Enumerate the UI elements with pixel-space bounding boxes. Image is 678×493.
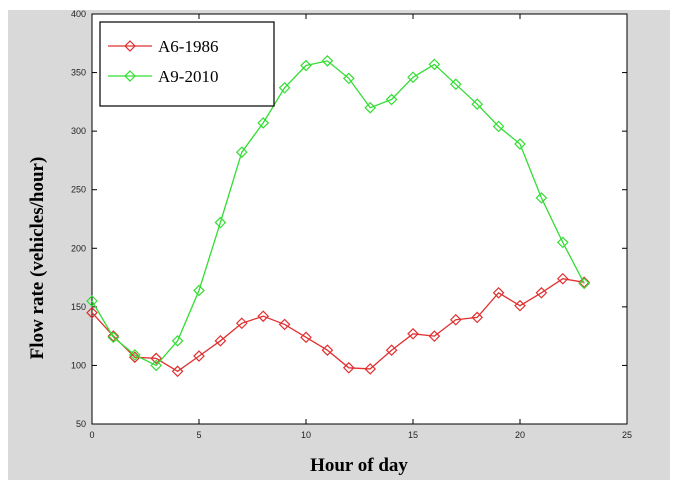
series-2 [86, 55, 591, 372]
data-point [86, 295, 98, 307]
y-axis-title: Flow rate (vehicles/hour) [27, 157, 48, 360]
data-point [128, 351, 141, 364]
y-tick-label: 400 [71, 9, 86, 19]
y-tick-label: 250 [71, 185, 86, 195]
series-layer [86, 55, 591, 378]
data-point [321, 344, 334, 357]
y-tick-label: 350 [71, 68, 86, 78]
data-point [300, 331, 312, 344]
data-point [342, 72, 355, 85]
data-point [407, 71, 419, 84]
legend-marker [124, 40, 136, 52]
data-point [214, 216, 227, 229]
data-point [364, 101, 377, 114]
data-point [428, 58, 441, 71]
data-point [535, 192, 548, 204]
data-point [407, 327, 419, 340]
data-point [492, 120, 505, 133]
data-point [556, 272, 569, 285]
data-point [471, 311, 484, 324]
data-point [556, 236, 569, 249]
data-point [300, 59, 312, 72]
y-axis-ticks: 50 100 150 200 250 300 350 400 [71, 9, 627, 429]
data-point [364, 363, 377, 375]
data-point [235, 317, 248, 330]
data-point [193, 284, 205, 297]
series-1 [86, 272, 591, 378]
y-tick-label: 150 [71, 302, 86, 312]
legend-label: A9-2010 [158, 67, 218, 86]
legend-marker [124, 70, 136, 82]
data-point [535, 286, 548, 299]
data-point [150, 352, 163, 365]
data-point [278, 81, 291, 94]
data-point [514, 138, 526, 150]
data-point [150, 359, 163, 372]
data-point [107, 330, 120, 342]
y-tick-label: 300 [71, 126, 86, 136]
data-point [171, 334, 184, 347]
data-point [235, 146, 248, 159]
data-point [514, 299, 526, 312]
x-tick-label: 10 [301, 430, 311, 440]
data-point [128, 349, 141, 361]
y-tick-label: 100 [71, 360, 86, 370]
data-point [214, 334, 227, 347]
x-axis-title: Hour of day [310, 455, 408, 476]
data-point [107, 331, 120, 344]
data-point [578, 276, 591, 289]
data-point [471, 98, 484, 111]
data-point [428, 330, 441, 342]
x-tick-label: 20 [515, 430, 525, 440]
legend-label: A6-1986 [158, 37, 218, 56]
data-point [321, 55, 334, 67]
data-point [278, 318, 291, 331]
data-point [257, 117, 270, 129]
data-point [492, 286, 505, 299]
data-point [86, 306, 98, 319]
x-axis-ticks: 0 5 10 15 20 25 [89, 14, 632, 440]
y-tick-label: 200 [71, 243, 86, 253]
data-point [257, 310, 270, 323]
data-point [342, 361, 355, 374]
series-line [91, 60, 585, 367]
data-point [385, 344, 398, 357]
data-point [578, 277, 591, 290]
data-point [171, 365, 184, 378]
x-tick-label: 25 [622, 430, 632, 440]
legend: A6-1986 A9-2010 [99, 21, 275, 107]
x-tick-label: 15 [408, 430, 418, 440]
data-point [385, 93, 398, 106]
y-tick-label: 50 [76, 419, 86, 429]
x-tick-label: 5 [196, 430, 201, 440]
legend-box [99, 21, 275, 107]
data-point [449, 78, 462, 91]
x-tick-label: 0 [89, 430, 94, 440]
data-point [193, 350, 205, 362]
data-point [449, 313, 462, 326]
